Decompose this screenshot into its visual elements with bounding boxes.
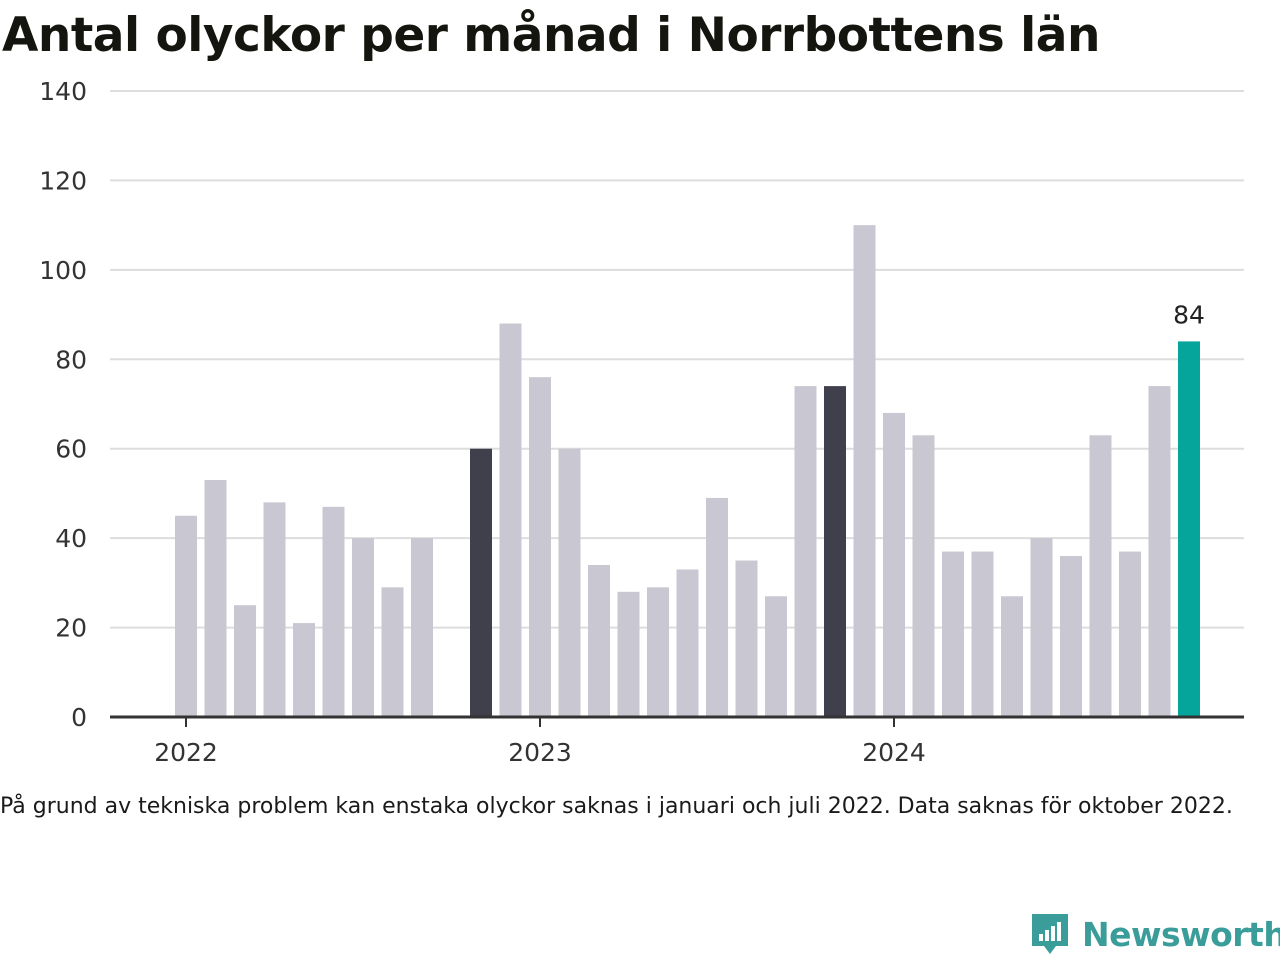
x-tick-label: 2023	[508, 738, 572, 767]
data-labels: 84	[1173, 300, 1205, 329]
bar	[352, 538, 374, 717]
bar	[647, 587, 669, 717]
bar	[912, 435, 935, 717]
bar	[381, 587, 404, 717]
y-tick-label: 100	[39, 256, 87, 285]
brand-name: Newsworthy	[1082, 914, 1280, 954]
bar	[558, 448, 581, 717]
bar	[1001, 596, 1023, 717]
bar	[794, 386, 817, 717]
bar	[175, 515, 197, 717]
bar	[234, 605, 256, 717]
y-tick-label: 40	[55, 524, 87, 553]
bars	[175, 225, 1200, 717]
bar	[765, 596, 787, 717]
bar-chart: 0 20 40 60 80 100 120 140 2022 2023 2024 84	[39, 77, 1244, 767]
bar	[588, 564, 610, 717]
bar	[411, 538, 433, 717]
bar	[676, 569, 699, 717]
y-tick-label: 120	[39, 166, 87, 195]
x-tick-label: 2024	[862, 738, 926, 767]
data-label: 84	[1173, 300, 1205, 329]
bar	[470, 448, 492, 717]
bar	[1148, 386, 1171, 717]
bar	[735, 560, 758, 717]
x-tick-label: 2022	[154, 738, 218, 767]
bar	[204, 480, 227, 717]
bar	[706, 497, 728, 717]
y-axis-ticks: 0 20 40 60 80 100 120 140	[39, 77, 87, 732]
bar	[263, 502, 286, 717]
bar	[971, 551, 994, 717]
bar	[1060, 556, 1082, 717]
bar	[824, 386, 846, 717]
bar	[617, 591, 640, 717]
bar	[1089, 435, 1112, 717]
bar	[293, 623, 315, 717]
bar	[1178, 341, 1200, 717]
bar	[322, 506, 345, 717]
y-tick-label: 60	[55, 435, 87, 464]
y-tick-label: 80	[55, 345, 87, 374]
bar	[853, 225, 876, 717]
brand: Newsworthy	[1030, 910, 1280, 958]
newsworthy-logo-icon	[1032, 914, 1068, 954]
y-tick-label: 20	[55, 614, 87, 643]
bar	[499, 323, 522, 717]
y-tick-label: 0	[71, 703, 87, 732]
bar	[529, 377, 551, 717]
x-axis: 2022 2023 2024	[110, 715, 1244, 767]
chart-title: Antal olyckor per månad i Norrbottens lä…	[2, 8, 1100, 63]
footnote: På grund av tekniska problem kan enstaka…	[0, 794, 1233, 819]
bar	[1119, 551, 1141, 717]
bar	[942, 551, 964, 717]
y-tick-label: 140	[39, 77, 87, 106]
bar	[883, 412, 905, 717]
bar	[1030, 538, 1053, 717]
